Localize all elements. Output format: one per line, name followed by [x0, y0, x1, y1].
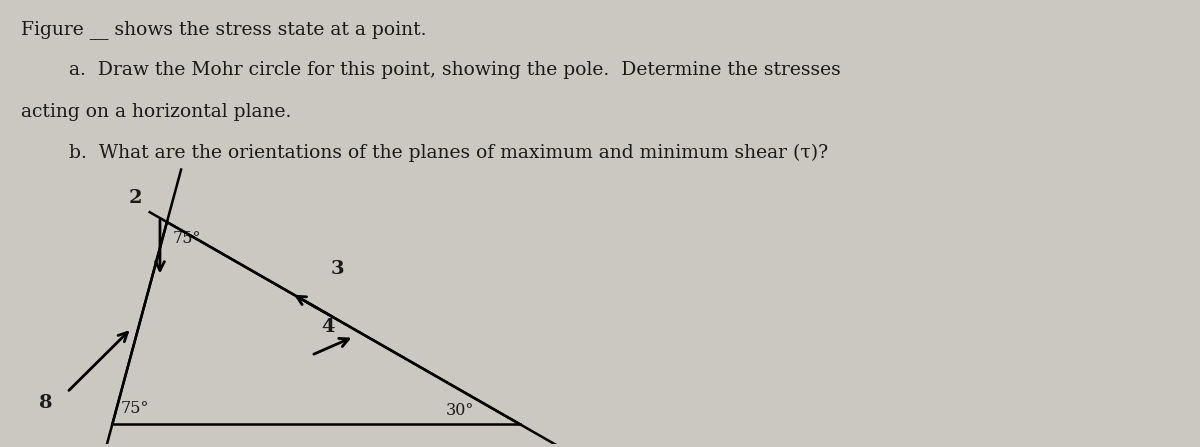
Text: Figure __ shows the stress state at a point.: Figure __ shows the stress state at a po… [20, 20, 426, 38]
Text: 8: 8 [38, 394, 52, 412]
Text: a.  Draw the Mohr circle for this point, showing the pole.  Determine the stress: a. Draw the Mohr circle for this point, … [20, 61, 840, 79]
Text: 3: 3 [331, 260, 344, 278]
Text: 30°: 30° [445, 401, 474, 418]
FancyArrowPatch shape [313, 338, 349, 354]
Text: acting on a horizontal plane.: acting on a horizontal plane. [20, 102, 292, 121]
FancyArrowPatch shape [68, 332, 127, 390]
Text: b.  What are the orientations of the planes of maximum and minimum shear (τ)?: b. What are the orientations of the plan… [20, 144, 828, 162]
Text: 4: 4 [322, 317, 335, 336]
FancyArrowPatch shape [296, 296, 332, 316]
Text: 75°: 75° [173, 230, 202, 247]
FancyArrowPatch shape [156, 220, 164, 270]
Text: 75°: 75° [120, 400, 149, 417]
Text: 2: 2 [128, 189, 142, 207]
